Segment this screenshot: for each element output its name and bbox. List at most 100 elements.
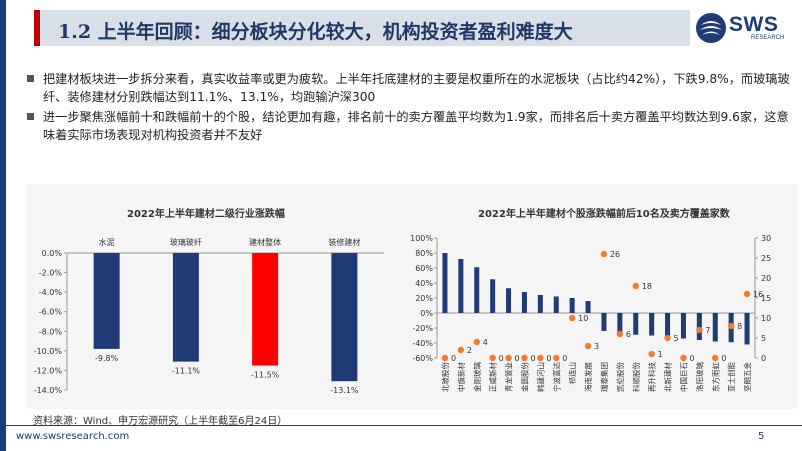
chart2-bar <box>442 253 448 313</box>
page-title: 1.2 上半年回顾：细分板块分化较大，机构投资者盈利难度大 <box>58 21 573 43</box>
chart2-coverage-point <box>505 354 512 362</box>
chart1-value-label: -11.5% <box>251 371 280 380</box>
chart2-coverage-label: 3 <box>594 342 599 351</box>
chart1-title: 2022年上半年建材二级行业涨跌幅 <box>127 209 285 220</box>
chart2-category-label: 坚朗五金 <box>742 362 752 392</box>
chart1-bar <box>331 253 358 382</box>
chart2-bar <box>744 313 750 345</box>
chart2-bar <box>553 296 559 313</box>
chart2-bar <box>490 279 496 313</box>
chart1-category-label: 建材整体 <box>249 237 281 247</box>
chart2-left-tick-label: 100% <box>410 234 433 243</box>
chart2-bar <box>649 313 655 336</box>
footer-url[interactable]: www.swsresearch.com <box>16 431 130 442</box>
chart2-left-tick-label: 80% <box>415 249 433 258</box>
chart2-coverage-point <box>712 354 719 362</box>
sws-logo <box>696 13 726 43</box>
chart1-bar <box>93 253 120 349</box>
chart2-left-tick-label: 40% <box>415 279 433 288</box>
chart2-bar <box>712 313 718 342</box>
chart2-bar <box>506 288 512 313</box>
chart1-y-tick-label: -12.0% <box>34 366 63 375</box>
chart2-category-label: 青龙管业 <box>504 362 514 392</box>
chart2-coverage-point <box>664 334 671 342</box>
chart2-coverage-point <box>537 354 544 362</box>
chart2-coverage-label: 0 <box>689 354 694 363</box>
chart2-left-tick-label: 0% <box>420 309 433 318</box>
chart2-coverage-label: 26 <box>610 250 620 259</box>
chart2-left-tick-label: 60% <box>415 264 433 273</box>
chart2-coverage-point <box>521 354 528 362</box>
chart2-category-label: 韩建河山 <box>535 362 545 392</box>
chart1-y-tick-label: -10.0% <box>34 347 63 356</box>
chart2-category-label: 祁连山 <box>567 362 577 385</box>
bullet-list: 把建材板块进一步拆分来看，真实收益率或更为疲软。上半年托底建材的主要是权重所在的… <box>26 70 796 146</box>
chart2-bar <box>665 313 671 338</box>
chart2-category-label: 再升科技 <box>647 362 657 392</box>
chart2-bar <box>680 313 686 339</box>
chart2-bar <box>617 313 623 334</box>
chart2-left-tick-label: 20% <box>415 294 433 303</box>
chart2-left-tick-label: -20% <box>412 324 433 333</box>
chart2-category-label: 瑞泰集团 <box>599 362 609 392</box>
chart2-category-label: 金刚玻璃 <box>472 362 482 392</box>
chart-panel <box>27 184 797 409</box>
chart2-bar <box>585 301 591 313</box>
chart2-category-label: 北新建材 <box>663 362 673 392</box>
chart1-y-tick-label: -4.0% <box>39 288 63 297</box>
chart2-coverage-label: 2 <box>467 346 472 355</box>
source-note: 资料来源：Wind、申万宏源研究（上半年截至6月24日） <box>33 416 288 427</box>
chart2-bar <box>458 259 464 313</box>
page-number: 5 <box>758 431 765 442</box>
chart1-bar <box>172 253 199 362</box>
chart1-y-tick-label: -14.0% <box>34 386 63 395</box>
bullet-text: 把建材板块进一步拆分来看，真实收益率或更为疲软。上半年托底建材的主要是权重所在的… <box>43 72 790 104</box>
chart2-coverage-label: 0 <box>499 354 504 363</box>
chart2-right-tick-label: 5 <box>761 334 766 343</box>
chart2-bar <box>696 313 702 340</box>
chart2-coverage-label: 0 <box>451 354 456 363</box>
chart2-coverage-label: 0 <box>721 354 726 363</box>
industry-bar-chart: 0.0% -2.0% -4.0% -6.0% -8.0% -10.0% -12.0% -14.… <box>34 237 384 395</box>
chart2-category-label: 海南发展 <box>583 362 593 392</box>
title-banner <box>34 10 690 46</box>
chart2-coverage-label: 0 <box>546 354 551 363</box>
chart2-category-label: 科顺股份 <box>631 362 641 392</box>
chart2-bar <box>569 298 575 313</box>
chart2-coverage-label: 18 <box>642 282 652 291</box>
chart1-value-label: -13.1% <box>330 386 359 395</box>
chart2-coverage-point <box>553 354 560 362</box>
chart2-coverage-label: 0 <box>515 354 520 363</box>
stock-combo-chart: 100%80%60%40%20%0%-20%-40%-60%3025201510… <box>410 234 771 392</box>
logo-text: SWS <box>729 13 779 36</box>
chart1-y-tick-label: -2.0% <box>39 269 63 278</box>
chart2-coverage-point <box>743 290 751 298</box>
chart2-category-label: 中国巨石 <box>678 362 688 392</box>
chart2-coverage-label: 10 <box>578 314 588 323</box>
chart2-coverage-point <box>441 354 449 362</box>
chart2-right-tick-label: 30 <box>761 234 771 243</box>
chart2-category-label: 北玻股份 <box>440 362 450 392</box>
chart2-coverage-point <box>489 354 496 362</box>
chart2-right-tick-label: 20 <box>761 274 771 283</box>
chart2-bar <box>474 267 480 313</box>
chart1-category-label: 水泥 <box>99 237 115 247</box>
chart1-value-label: -11.1% <box>172 367 201 376</box>
chart2-category-label: 亚士创能 <box>726 362 736 392</box>
chart2-coverage-label: 7 <box>705 326 710 335</box>
chart2-coverage-label: 1 <box>658 350 663 359</box>
chart1-y-tick-label: -8.0% <box>39 327 63 336</box>
bullet-item: 进一步聚焦涨幅前十和跌幅前十的个股，结论更加有趣，排名前十的卖方覆盖平均数为1.… <box>26 108 796 144</box>
chart2-right-tick-label: 25 <box>761 254 771 263</box>
chart2-coverage-point <box>584 342 592 350</box>
chart2-coverage-point <box>457 346 465 354</box>
chart2-bar <box>601 313 607 331</box>
chart2-coverage-point <box>680 354 687 362</box>
chart1-bar <box>252 253 279 366</box>
chart2-coverage-label: 5 <box>674 334 679 343</box>
chart2-coverage-label: 0 <box>530 354 535 363</box>
chart2-category-label: 东方雨虹 <box>710 362 720 392</box>
chart2-bar <box>521 292 527 313</box>
chart2-category-label: 洛阳玻璃 <box>694 362 704 392</box>
chart1-y-tick-label: -6.0% <box>39 308 63 317</box>
